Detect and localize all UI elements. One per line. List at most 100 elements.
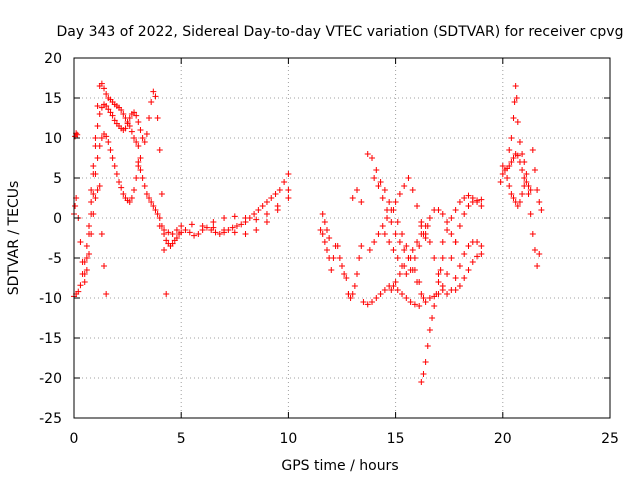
data-point [369,299,376,305]
data-point [461,251,468,257]
data-point [118,184,125,191]
data-point [141,183,148,189]
data-point [444,219,451,225]
data-point [360,299,367,305]
data-point [135,159,142,165]
data-point [276,187,283,193]
data-point [94,103,101,109]
data-point [521,175,528,181]
data-point [98,104,105,111]
data-point [94,123,101,129]
data-point [474,199,481,205]
chart-title: Day 343 of 2022, Sidereal Day-to-day VTE… [57,24,624,40]
data-point [354,271,361,277]
data-point [358,199,365,205]
data-point [519,191,526,197]
data-point [253,216,260,223]
data-point [523,179,530,185]
data-point [381,187,388,193]
data-point [341,271,348,277]
data-point [165,229,172,236]
plot-frame [73,57,611,419]
data-point [336,255,343,261]
data-point [499,171,506,177]
data-point [323,247,330,253]
data-point [221,215,228,221]
data-point [203,224,210,231]
series-pass-l [349,187,365,205]
data-point [388,219,395,225]
data-point [358,243,365,249]
data-point [90,211,97,217]
data-point [431,293,438,300]
data-point [420,371,427,377]
data-point [379,223,386,229]
data-point [399,231,406,237]
data-point [116,179,123,185]
data-point [169,240,176,247]
data-point [504,175,511,181]
data-point [126,199,133,205]
data-point [513,95,520,101]
data-point [152,207,159,213]
data-point [135,143,142,149]
data-point [113,171,120,177]
data-point [90,163,97,169]
data-point [373,167,380,173]
data-point [81,279,88,285]
data-point [422,299,429,305]
data-point [405,175,412,181]
data-point [439,255,446,261]
data-point [403,295,410,301]
data-point [426,215,433,221]
data-point [156,215,163,221]
data-point [354,187,361,193]
data-point [435,291,442,297]
data-point [334,243,341,249]
data-point [403,271,410,277]
data-point [88,187,95,193]
data-point [465,203,472,209]
data-point [150,88,157,95]
data-point [120,111,127,117]
data-point [319,231,326,237]
data-point [253,227,260,233]
data-point [366,247,373,253]
data-point [418,379,425,385]
data-point [478,203,485,209]
data-point [523,171,530,177]
data-point [122,115,129,121]
data-point [452,239,459,245]
data-point [120,191,127,197]
x-tick-label: 15 [387,431,405,447]
series-pass-h [210,195,292,225]
data-point [426,239,433,245]
data-point [418,223,425,229]
data-point [272,191,279,197]
data-point [321,239,328,245]
data-point [510,195,517,201]
data-point [527,187,534,193]
data-point [156,147,163,153]
data-point [525,191,532,197]
data-point [133,139,140,145]
data-point [448,215,455,221]
data-point [461,211,468,217]
data-point [150,203,157,209]
data-point [519,151,526,157]
data-point [405,255,412,261]
y-tick-label: 15 [44,91,62,107]
data-point [514,152,521,159]
data-point [103,103,110,109]
data-point [478,243,485,249]
data-point [529,231,536,237]
data-point [396,271,403,277]
data-point [511,99,518,105]
data-point [379,195,386,201]
data-point [122,125,129,132]
data-point [452,287,459,293]
data-point [384,215,391,221]
data-point [414,279,421,285]
data-point [534,263,541,269]
